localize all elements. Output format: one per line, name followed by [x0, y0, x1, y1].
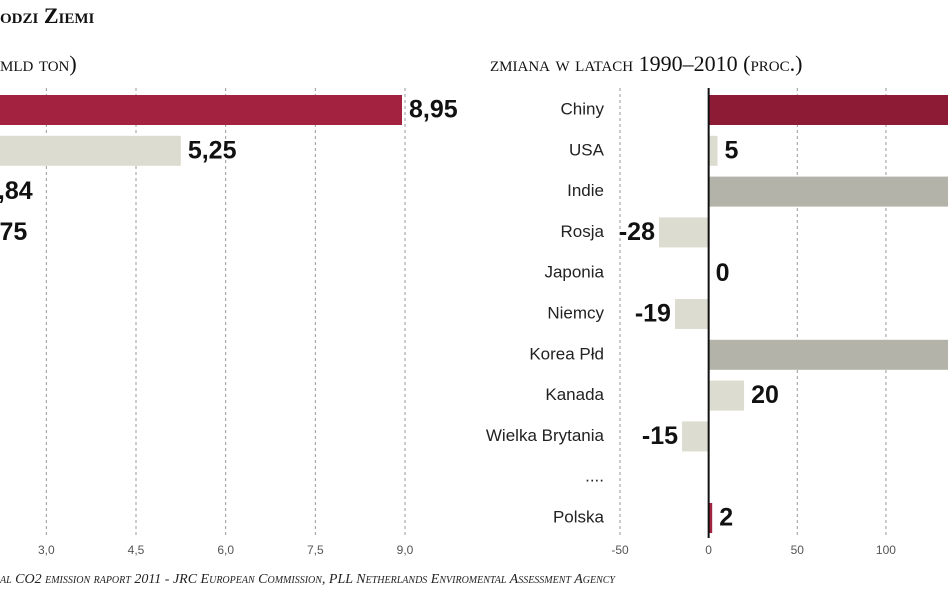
source-note: al CO2 emission raport 2011 - JRC Europe…: [0, 572, 616, 587]
bar: [682, 421, 709, 452]
data-label: 5: [725, 136, 739, 164]
category-label: Chiny: [561, 99, 605, 118]
bar: [708, 135, 718, 166]
category-label: Polska: [553, 507, 605, 526]
category-label: Kanada: [545, 385, 604, 404]
x-tick-label: 9,0: [397, 543, 414, 557]
bar: [0, 135, 181, 166]
bar: [659, 217, 709, 248]
bar: [708, 503, 713, 533]
x-tick-label: 100: [876, 543, 896, 557]
x-tick-label: 0: [705, 543, 712, 557]
category-label: Wielka Brytania: [486, 426, 605, 445]
category-label: Indie: [567, 181, 604, 200]
chart-title: odzi Ziemi: [0, 3, 95, 28]
bar: [708, 176, 948, 207]
data-label: 0: [716, 259, 730, 287]
bar: [708, 339, 948, 370]
x-tick-label: -50: [611, 543, 629, 557]
data-label: 2: [719, 504, 733, 532]
x-tick-label: 4,5: [128, 543, 145, 557]
data-label: 8,95: [409, 96, 458, 124]
x-tick-label: 6,0: [217, 543, 234, 557]
category-label: Niemcy: [547, 303, 604, 322]
category-label: Rosja: [561, 222, 605, 241]
bar: [708, 95, 948, 125]
category-label: USA: [569, 140, 605, 159]
bar: [708, 380, 745, 411]
x-tick-label: 7,5: [307, 543, 324, 557]
data-label: 5,25: [188, 136, 237, 164]
bar: [674, 299, 709, 329]
bar: [0, 95, 403, 125]
category-label: Japonia: [544, 263, 604, 282]
chart-subtitle: zmiana w latach 1990–2010 (proc.): [490, 51, 802, 76]
x-tick-label: 3,0: [38, 543, 55, 557]
chart-subtitle: mld ton): [0, 51, 77, 76]
data-label: -15: [642, 422, 678, 450]
data-label: -28: [619, 218, 655, 246]
data-label: 20: [751, 381, 779, 409]
data-label: 1,84: [0, 177, 33, 205]
data-label: -19: [635, 300, 671, 328]
data-label: 1,75: [0, 218, 27, 246]
category-label: ....: [585, 467, 604, 486]
category-label: Korea Płd: [529, 344, 604, 363]
x-tick-label: 50: [791, 543, 805, 557]
